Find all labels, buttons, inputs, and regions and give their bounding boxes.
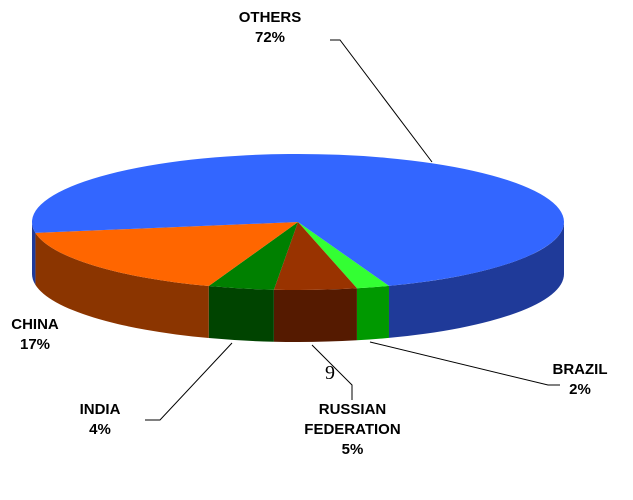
slice-side	[356, 285, 389, 341]
category-label: RUSSIAN FEDERATION	[304, 401, 401, 438]
slice	[35, 222, 298, 287]
slice-side	[35, 232, 209, 339]
leader-line	[369, 341, 560, 386]
slice	[32, 154, 565, 286]
slice-side	[273, 288, 357, 343]
leader-line	[145, 342, 233, 421]
slice-side	[32, 222, 36, 285]
slice	[298, 222, 389, 289]
value-label: 17%	[19, 336, 51, 353]
category-label: BRAZIL	[552, 361, 608, 378]
slice-label: OTHERS 72%	[225, 8, 315, 48]
category-label: OTHERS	[238, 9, 302, 26]
slice-label: INDIA 4%	[60, 400, 140, 440]
category-label: INDIA	[79, 401, 121, 418]
slice	[208, 222, 298, 290]
slice-side	[388, 222, 564, 338]
slice-label: RUSSIAN FEDERATION 5%	[290, 400, 415, 460]
slice-label: BRAZIL 2%	[545, 360, 615, 400]
leader-line	[311, 344, 353, 400]
value-label: 2%	[569, 381, 591, 398]
value-label: 4%	[89, 421, 111, 438]
category-label: CHINA	[11, 316, 59, 333]
slice-label: CHINA 17%	[0, 315, 70, 355]
leader-line	[330, 39, 433, 163]
value-label: 5%	[341, 441, 364, 458]
slice-side	[208, 286, 274, 342]
value-label: 72%	[254, 29, 286, 46]
annotation: 9	[325, 362, 335, 384]
slice	[273, 222, 357, 290]
